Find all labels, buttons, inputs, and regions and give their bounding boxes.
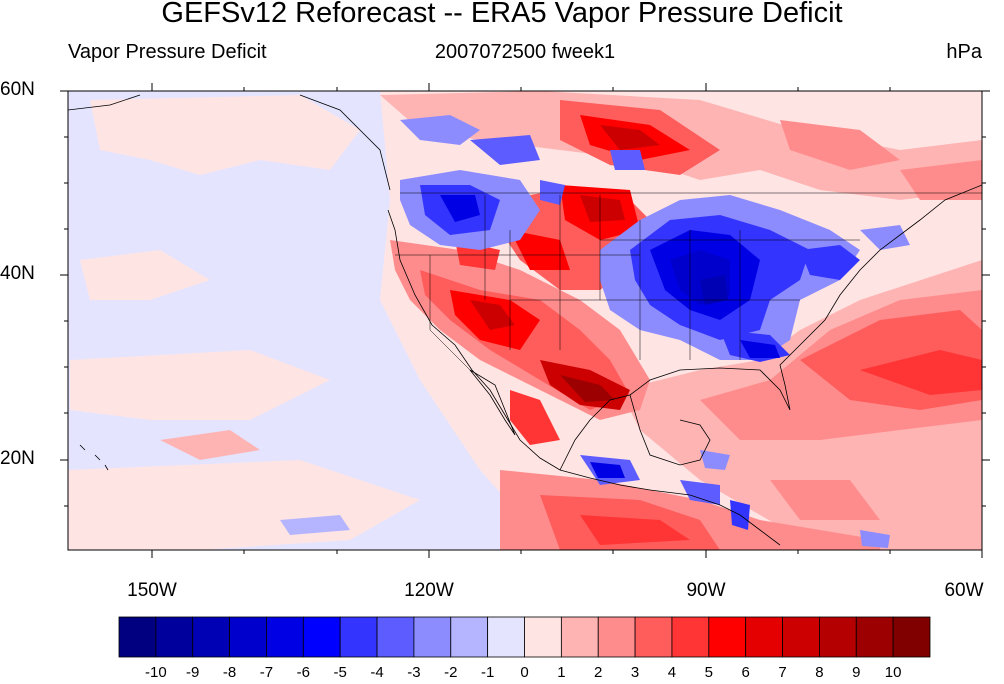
colorbar-tick-label: -6	[296, 664, 310, 681]
colorbar-swatch	[155, 616, 194, 658]
colorbar-swatch	[708, 616, 747, 658]
colorbar-swatch	[892, 616, 931, 658]
colorbar-tick-label: -10	[145, 664, 167, 681]
colorbar-swatch	[524, 616, 562, 658]
lon-label-120w: 120W	[404, 580, 454, 601]
colorbar-tick-label: -8	[222, 664, 237, 681]
lon-label-90w: 90W	[686, 580, 726, 601]
colorbar-swatch	[782, 616, 820, 658]
colorbar-swatch	[634, 616, 673, 658]
colorbar-swatch	[266, 616, 304, 658]
colorbar-tick-label: 2	[594, 664, 603, 681]
colorbar-tick-label: -4	[370, 664, 384, 681]
lat-label-40n: 40N	[0, 263, 35, 284]
colorbar-tick-label: 4	[667, 664, 677, 681]
colorbar-swatch	[118, 616, 157, 658]
colorbar-swatch	[229, 616, 267, 658]
colorbar-swatch	[376, 616, 415, 658]
variable-name: Vapor Pressure Deficit	[68, 41, 267, 63]
colorbar-swatch	[339, 616, 378, 658]
colorbar-swatch	[192, 616, 230, 658]
colorbar-tick-label: 5	[704, 664, 713, 681]
colorbar-swatch	[855, 616, 894, 658]
colorbar-swatch	[597, 616, 636, 658]
lon-label-60w: 60W	[944, 580, 984, 601]
colorbar-tick-label: 3	[630, 664, 640, 681]
units-label: hPa	[946, 41, 982, 63]
colorbar-swatch	[487, 616, 525, 658]
lon-label-150w: 150W	[127, 580, 177, 601]
colorbar-swatch	[560, 616, 599, 658]
colorbar-swatch	[819, 616, 857, 658]
colorbar-tick-label: -2	[444, 664, 458, 681]
lat-label-60n: 60N	[0, 79, 35, 100]
colorbar-tick-label: -5	[333, 664, 347, 681]
coastlines	[68, 94, 982, 546]
lat-label-20n: 20N	[0, 448, 35, 469]
colorbar-tick-label: 10	[884, 664, 902, 681]
colorbar-tick-label: 8	[815, 664, 824, 681]
vpd-field	[68, 91, 982, 550]
colorbar-tick-label: 9	[852, 664, 861, 681]
colorbar-tick-label: -7	[259, 664, 274, 681]
colorbar-tick-label: -9	[186, 664, 200, 681]
colorbar-tick-label: 1	[557, 664, 566, 681]
colorbar-tick-label: 6	[741, 664, 750, 681]
colorbar-swatch	[302, 616, 341, 658]
colorbar-swatch	[671, 616, 710, 658]
colorbar-tick-label: -3	[407, 664, 421, 681]
colorbar-tick-label: -1	[480, 664, 495, 681]
colorbar-tick-label: 7	[778, 664, 787, 681]
colorbar-tick-label: 0	[520, 664, 529, 681]
colorbar	[118, 616, 931, 658]
map-title: GEFSv12 Reforecast -- ERA5 Vapor Pressur…	[161, 0, 843, 29]
date-label: 2007072500 fweek1	[434, 41, 616, 63]
colorbar-swatch	[413, 616, 452, 658]
axis-ticks	[60, 83, 990, 558]
colorbar-swatch	[745, 616, 783, 658]
colorbar-swatch	[450, 616, 489, 658]
